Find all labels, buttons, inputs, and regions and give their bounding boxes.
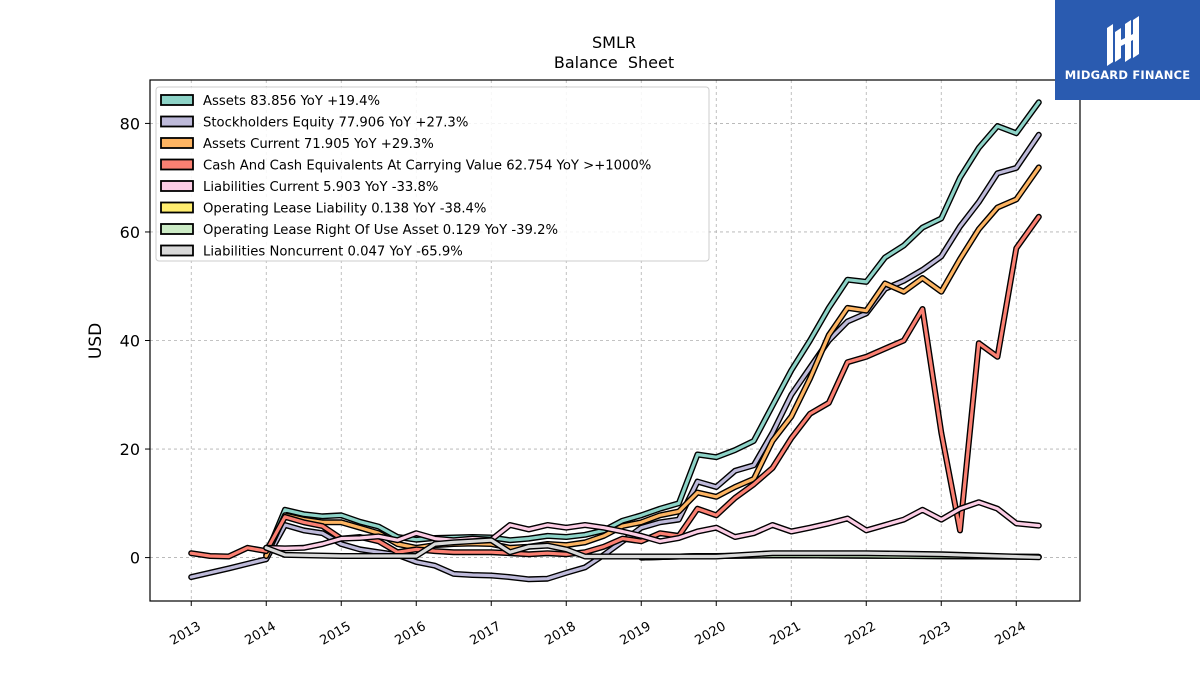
x-tick-label: 2023 — [917, 619, 953, 649]
legend-swatch — [160, 137, 194, 149]
legend-swatch — [160, 158, 194, 171]
chart-subtitle: Balance Sheet — [554, 53, 674, 72]
y-tick-label: 0 — [130, 549, 140, 568]
brand-name: MIDGARD FINANCE — [1064, 68, 1191, 82]
x-tick-label: 2016 — [392, 619, 428, 649]
x-tick-label: 2013 — [167, 619, 203, 649]
series-outline — [188, 213, 1042, 560]
x-tick-label: 2018 — [542, 619, 578, 649]
x-axis: 2013 2014 2015 2016 2017 2018 2019 2020 2021 2022… — [167, 601, 1029, 649]
y-axis-label: USD — [86, 323, 106, 359]
series-lines — [188, 99, 1042, 583]
series-stroke — [264, 500, 1041, 550]
legend-swatch — [160, 94, 194, 106]
legend-label: Operating Lease Right Of Use Asset 0.129… — [203, 223, 558, 238]
y-tick-label: 60 — [120, 223, 140, 242]
y-tick-label: 20 — [120, 440, 140, 459]
series-stroke — [264, 100, 1041, 557]
legend-swatch — [160, 180, 194, 192]
legend-label: Stockholders Equity 77.906 YoY +27.3% — [203, 116, 468, 131]
legend-label: Assets 83.856 YoY +19.4% — [203, 94, 380, 109]
midgard-logo-icon — [1107, 16, 1139, 66]
x-tick-label: 2017 — [467, 619, 503, 649]
x-tick-label: 2014 — [242, 619, 278, 649]
y-tick-label: 40 — [120, 332, 140, 351]
series-line-4 — [263, 499, 1042, 552]
legend-swatch — [160, 115, 194, 128]
legend-swatch — [160, 201, 194, 214]
legend-box — [155, 86, 710, 262]
brand-logo: MIDGARD FINANCE — [1055, 0, 1200, 100]
legend-label: Operating Lease Liability 0.138 YoY -38.… — [203, 202, 486, 217]
y-axis: 0 20 40 60 80 — [120, 114, 150, 568]
legend-label: Cash And Cash Equivalents At Carrying Va… — [203, 159, 651, 174]
series-stroke — [189, 215, 1041, 559]
legend-label: Assets Current 71.905 YoY +29.3% — [203, 137, 434, 152]
x-tick-label: 2021 — [767, 619, 803, 649]
legend-label: Liabilities Current 5.903 YoY -33.8% — [203, 180, 438, 195]
x-tick-label: 2022 — [842, 619, 878, 649]
legend-swatch — [160, 223, 194, 235]
chart-title: SMLR — [592, 33, 636, 52]
x-tick-label: 2020 — [692, 619, 728, 649]
legend: Assets 83.856 YoY +19.4% Stockholders Equ… — [155, 86, 710, 262]
y-tick-label: 80 — [120, 114, 140, 133]
x-tick-label: 2015 — [317, 619, 353, 649]
x-tick-label: 2019 — [617, 619, 653, 649]
series-line-3 — [188, 213, 1042, 560]
legend-label: Liabilities Noncurrent 0.047 YoY -65.9% — [203, 245, 463, 260]
series-line-0 — [263, 99, 1042, 558]
series-line-7 — [263, 537, 1042, 561]
series-stroke — [264, 538, 1041, 559]
legend-swatch — [160, 244, 194, 257]
x-tick-label: 2024 — [992, 619, 1028, 649]
